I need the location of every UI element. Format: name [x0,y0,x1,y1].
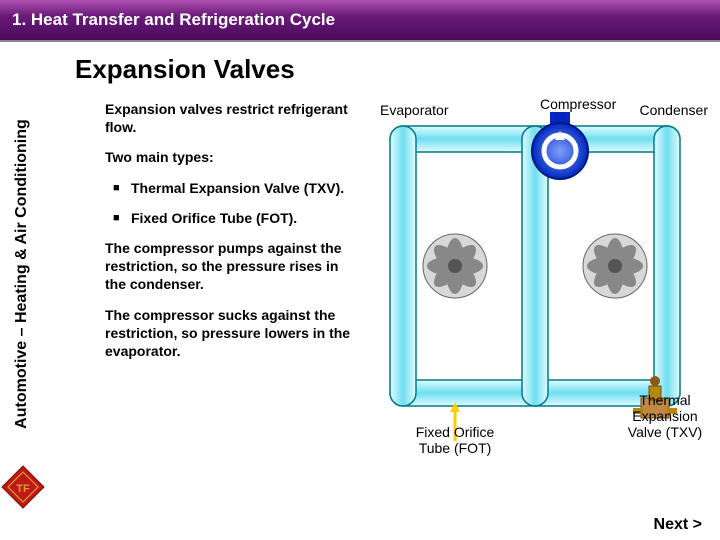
list-item: Thermal Expansion Valve (TXV). [113,179,355,197]
types-list: Thermal Expansion Valve (TXV). Fixed Ori… [105,179,355,227]
logo: TF [0,464,46,510]
svg-text:TF: TF [16,483,30,495]
refrigeration-diagram: Evaporator Compressor Condenser Fixed Or… [360,96,710,476]
types-heading: Two main types: [105,148,355,166]
page-title: Expansion Valves [75,54,295,85]
fan-icon [423,234,487,298]
next-link[interactable]: Next > [654,516,702,534]
label-condenser: Condenser [640,102,709,118]
side-label-text: Automotive – Heating & Air Conditioning [13,74,31,474]
compressor-icon [532,112,588,179]
label-evaporator: Evaporator [380,102,448,118]
para-2: The compressor sucks against the restric… [105,306,355,361]
list-item: Fixed Orifice Tube (FOT). [113,209,355,227]
header-title: 1. Heat Transfer and Refrigeration Cycle [12,10,335,29]
side-label: Automotive – Heating & Air Conditioning [2,70,40,480]
para-1: The compressor pumps against the restric… [105,239,355,294]
label-compressor: Compressor [540,96,616,112]
content-text-block: Expansion valves restrict refrigerant fl… [105,100,355,372]
fan-icon [583,234,647,298]
label-txv: Thermal Expansion Valve (TXV) [620,392,710,440]
header-bar: 1. Heat Transfer and Refrigeration Cycle [0,0,720,42]
intro-text: Expansion valves restrict refrigerant fl… [105,100,355,136]
label-fot: Fixed Orifice Tube (FOT) [410,424,500,456]
